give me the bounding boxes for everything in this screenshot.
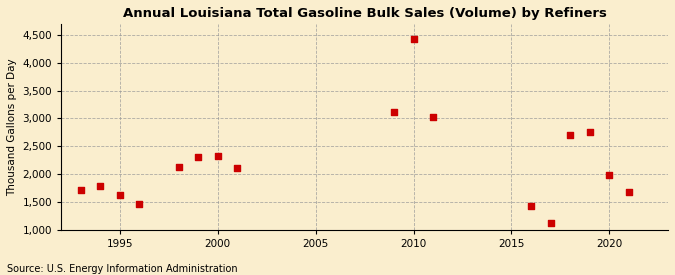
Point xyxy=(408,37,419,41)
Point xyxy=(604,173,615,177)
Point xyxy=(545,221,556,226)
Text: Source: U.S. Energy Information Administration: Source: U.S. Energy Information Administ… xyxy=(7,264,238,274)
Point xyxy=(115,192,126,197)
Point xyxy=(389,110,400,114)
Point xyxy=(232,166,243,170)
Y-axis label: Thousand Gallons per Day: Thousand Gallons per Day xyxy=(7,58,17,196)
Point xyxy=(213,153,223,158)
Point xyxy=(95,184,106,188)
Point xyxy=(585,130,595,134)
Point xyxy=(76,188,86,192)
Point xyxy=(193,155,204,159)
Point xyxy=(134,202,145,206)
Point xyxy=(428,115,439,120)
Title: Annual Louisiana Total Gasoline Bulk Sales (Volume) by Refiners: Annual Louisiana Total Gasoline Bulk Sal… xyxy=(123,7,607,20)
Point xyxy=(173,165,184,169)
Point xyxy=(526,204,537,209)
Point xyxy=(624,190,634,194)
Point xyxy=(565,133,576,137)
